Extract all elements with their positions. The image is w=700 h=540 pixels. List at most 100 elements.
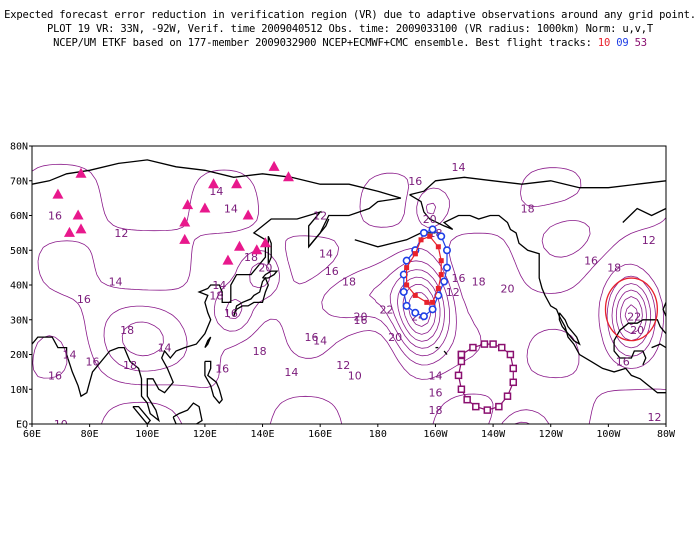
track-10-point — [412, 251, 418, 257]
track-10-point — [438, 258, 444, 264]
contour-16 — [121, 202, 652, 357]
coastline-segment — [409, 194, 666, 394]
track-10-point — [404, 265, 410, 271]
contour-label: 10 — [452, 505, 466, 518]
contour-label: 18 — [428, 404, 442, 417]
observation-triangle — [179, 233, 191, 244]
observation-triangle — [72, 209, 84, 220]
track-53-point — [495, 402, 503, 411]
coastline-segment — [172, 402, 203, 424]
contour-label: 14 — [319, 248, 333, 261]
contour-label: 16 — [77, 293, 91, 306]
contour-label: 16 — [428, 387, 442, 400]
observation-triangle — [222, 254, 234, 265]
observation-triangle — [268, 160, 280, 171]
coastline-segment — [204, 360, 223, 405]
lat-tick-label: 70N — [10, 176, 28, 187]
observation-triangle — [282, 171, 294, 182]
track-09-point — [419, 228, 428, 237]
track-09-point — [437, 232, 446, 241]
lat-tick-label: 60N — [10, 211, 28, 222]
track-label-red: 10 — [597, 37, 611, 49]
lat-tick-label: 40N — [10, 281, 28, 292]
contour-label: 12 — [114, 227, 128, 240]
track-10-point — [435, 244, 441, 250]
track-53-point — [503, 392, 512, 400]
contour-label: 16 — [408, 175, 422, 188]
contour-label: 20 — [423, 213, 437, 226]
track-09-point — [399, 270, 408, 279]
coastline-segment — [132, 405, 152, 424]
contour-label: 14 — [428, 369, 442, 382]
contour-label: 12 — [247, 449, 261, 462]
track-10-point — [438, 272, 444, 278]
coastline-segment — [651, 343, 666, 349]
contour-label: 18 — [342, 276, 356, 289]
contour-label: 16 — [584, 255, 598, 268]
lon-tick-label: 140E — [250, 429, 274, 440]
track-53-point — [509, 378, 518, 387]
track-53-point — [457, 385, 466, 393]
track-53-point — [457, 350, 466, 359]
contour-label: 16 — [86, 355, 100, 368]
lon-tick-label: 100E — [135, 429, 159, 440]
track-10-point — [435, 285, 441, 291]
contour-label: 14 — [313, 335, 327, 348]
coastline-segment — [443, 350, 448, 355]
contour-label: 12 — [181, 491, 195, 504]
contour-label: 20 — [630, 324, 644, 337]
contour-label: 10 — [54, 418, 68, 431]
contour-label: 12 — [100, 432, 114, 445]
coastline-segment — [409, 176, 666, 196]
track-09-line — [403, 228, 448, 317]
observation-triangle — [63, 226, 75, 237]
contour-label: 18 — [498, 494, 512, 507]
contour-label: 14 — [62, 349, 76, 362]
observation-triangle — [231, 178, 243, 189]
contour-label: 14 — [109, 276, 123, 289]
contour-10 — [32, 328, 666, 424]
lon-tick-label: 160E — [308, 429, 332, 440]
contour-12 — [32, 163, 666, 424]
contour-label: 12 — [336, 359, 350, 372]
verification-region-circle — [604, 277, 659, 342]
track-53-point — [454, 371, 463, 380]
observation-triangle — [251, 244, 263, 255]
lat-tick-label: 80N — [10, 142, 28, 153]
contour-label: 16 — [616, 355, 630, 368]
coastline-segment — [204, 336, 212, 349]
observation-triangle — [52, 188, 64, 199]
contour-label: 18 — [244, 251, 258, 264]
lat-tick-label: 30N — [10, 315, 28, 326]
contour-label: 14 — [452, 161, 466, 174]
track-53-point — [457, 357, 466, 366]
contour-label: 12 — [642, 234, 656, 247]
coastlines — [32, 159, 666, 424]
lon-tick-label: 160W — [423, 429, 448, 440]
track-53-point — [463, 395, 471, 404]
track-09-point — [402, 301, 411, 310]
track-09-point — [399, 287, 408, 296]
contour-label: 22 — [515, 460, 529, 473]
header-line-3: NCEP/UM ETKF based on 177-member 2009032… — [0, 37, 700, 49]
observation-triangle — [199, 202, 211, 213]
contour-label: 14 — [270, 491, 284, 504]
contour-label: 20 — [258, 262, 272, 275]
coastline-segment — [662, 302, 666, 317]
track-10-point — [430, 299, 436, 305]
track-label-purple: 53 — [634, 37, 647, 49]
observation-triangle — [208, 178, 220, 189]
contour-label: 16 — [48, 210, 62, 223]
coastline-segment — [267, 236, 272, 265]
contour-label: 12 — [313, 210, 327, 223]
lat-tick-label: EQ — [16, 420, 28, 431]
track-09-point — [419, 312, 428, 321]
contour-18 — [389, 269, 647, 349]
track-10-point — [418, 237, 424, 243]
track-53-point — [497, 343, 506, 352]
lon-tick-label: 180 — [369, 429, 387, 440]
contour-label: 10 — [218, 428, 232, 441]
lat-tick-label: 20N — [10, 350, 28, 361]
coastline-segment — [613, 319, 666, 366]
track-10-point — [404, 282, 410, 288]
